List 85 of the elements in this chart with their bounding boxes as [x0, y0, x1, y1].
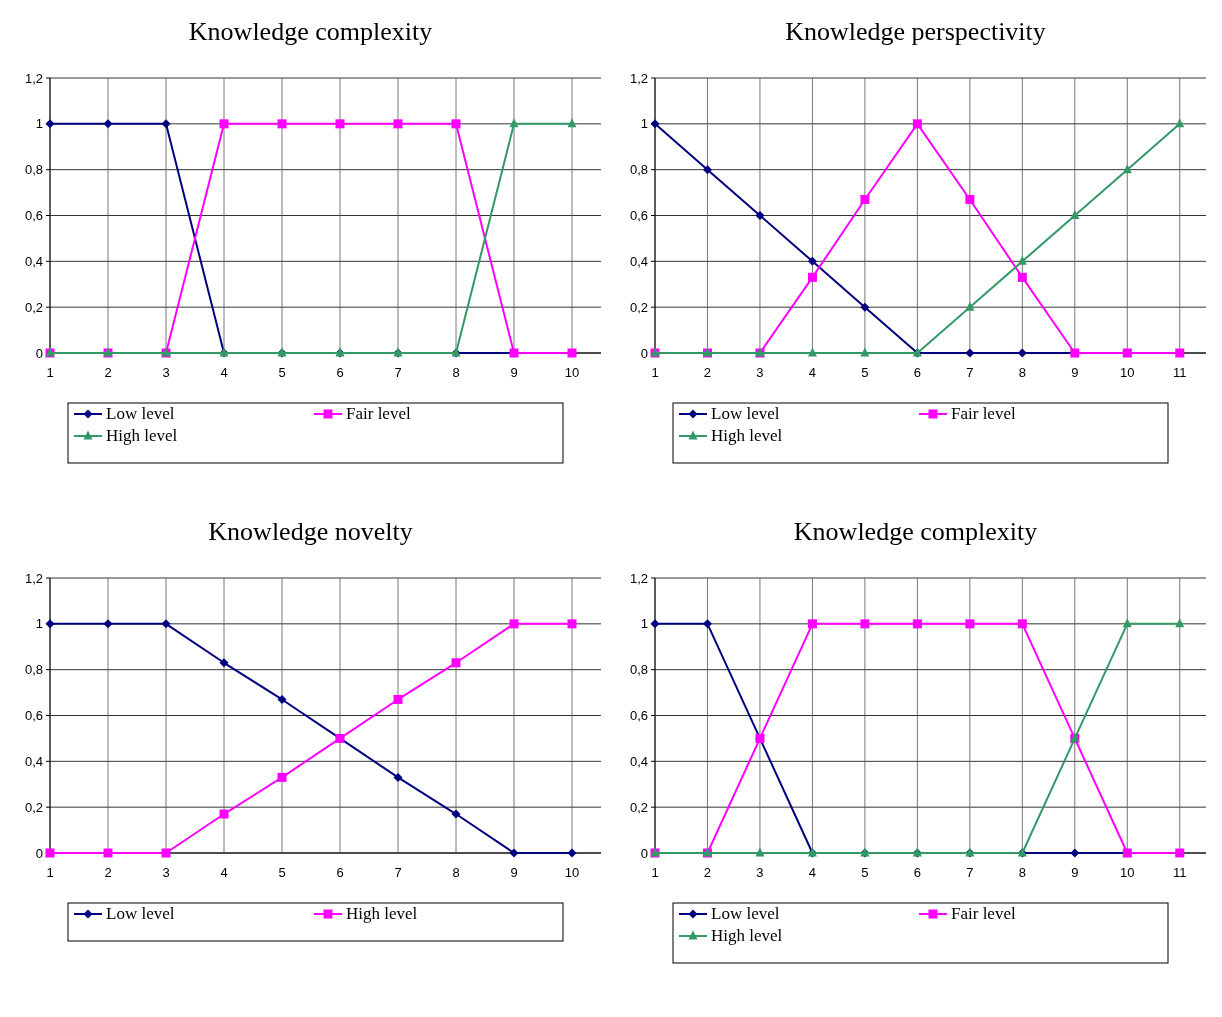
legend-label: High level: [106, 426, 178, 445]
x-tick-label: 1: [46, 365, 54, 380]
y-tick-label: 0: [640, 345, 648, 361]
x-tick-label: 8: [452, 865, 460, 880]
x-tick-label: 7: [394, 865, 402, 880]
y-tick-label: 1,2: [24, 570, 43, 586]
x-tick-label: 11: [1173, 865, 1187, 880]
x-tick-label: 7: [966, 365, 974, 380]
y-tick-label: 0: [640, 845, 648, 861]
y-tick-label: 0,6: [629, 708, 648, 724]
y-tick-label: 0,8: [629, 162, 648, 178]
x-tick-label: 5: [278, 365, 286, 380]
x-tick-label: 2: [703, 365, 712, 380]
x-tick-label: 5: [861, 865, 869, 880]
x-tick-label: 2: [104, 365, 112, 380]
x-tick-label: 6: [336, 365, 344, 380]
x-tick-label: 7: [966, 865, 974, 880]
x-tick-label: 3: [756, 365, 764, 380]
y-tick-label: 0: [35, 845, 43, 861]
x-tick-label: 1: [651, 365, 659, 380]
legend-label: Fair level: [951, 404, 1016, 423]
x-tick-label: 9: [1071, 365, 1079, 380]
chart-title: Knowledge novelty: [208, 517, 413, 546]
x-tick-label: 3: [162, 365, 170, 380]
y-tick-label: 0: [35, 345, 43, 361]
y-tick-label: 0,8: [629, 662, 648, 678]
y-tick-label: 0,4: [629, 253, 648, 269]
y-tick-label: 0,2: [24, 299, 43, 315]
x-tick-label: 6: [913, 365, 921, 380]
x-tick-label: 5: [861, 365, 869, 380]
x-tick-label: 10: [564, 365, 580, 380]
x-tick-label: 2: [703, 865, 712, 880]
legend-label: Low level: [711, 404, 780, 423]
x-tick-label: 9: [510, 365, 518, 380]
y-tick-label: 0,2: [629, 299, 648, 315]
y-tick-label: 1,2: [629, 570, 648, 586]
x-tick-label: 8: [1018, 365, 1026, 380]
x-tick-label: 8: [452, 365, 460, 380]
x-tick-label: 7: [394, 365, 402, 380]
x-tick-label: 10: [1120, 365, 1135, 380]
x-tick-label: 10: [1120, 865, 1135, 880]
legend-label: High level: [711, 926, 783, 945]
x-tick-label: 6: [336, 865, 344, 880]
chart-title: Knowledge complexity: [793, 517, 1038, 546]
y-tick-label: 1,2: [24, 70, 43, 86]
legend-label: High level: [711, 426, 783, 445]
y-tick-label: 0,2: [24, 799, 43, 815]
chart-title: Knowledge complexity: [188, 17, 433, 46]
legend-label: Fair level: [951, 904, 1016, 923]
x-tick-label: 2: [104, 865, 112, 880]
y-tick-label: 0,4: [24, 253, 43, 269]
legend-label: Low level: [711, 904, 780, 923]
y-tick-label: 1: [35, 116, 43, 132]
x-tick-label: 6: [913, 865, 921, 880]
x-tick-label: 4: [220, 865, 228, 880]
x-tick-label: 1: [651, 865, 659, 880]
x-tick-label: 4: [808, 365, 817, 380]
y-tick-label: 0,6: [629, 208, 648, 224]
legend-label: High level: [346, 904, 418, 923]
y-tick-label: 0,6: [24, 708, 43, 724]
x-tick-label: 9: [510, 865, 518, 880]
y-tick-label: 0,4: [24, 753, 43, 769]
x-tick-label: 8: [1018, 865, 1026, 880]
x-tick-label: 9: [1071, 865, 1079, 880]
x-tick-label: 3: [756, 865, 764, 880]
x-tick-label: 3: [162, 865, 170, 880]
legend-label: Fair level: [346, 404, 411, 423]
legend-label: Low level: [106, 904, 175, 923]
y-tick-label: 0,6: [24, 208, 43, 224]
x-tick-label: 4: [220, 365, 228, 380]
x-tick-label: 5: [278, 865, 286, 880]
y-tick-label: 1: [35, 616, 43, 632]
chart-title: Knowledge perspectivity: [785, 17, 1046, 46]
y-tick-label: 0,4: [629, 753, 648, 769]
x-tick-label: 1: [46, 865, 54, 880]
y-tick-label: 0,8: [24, 662, 43, 678]
y-tick-label: 1: [640, 616, 648, 632]
x-tick-label: 10: [564, 865, 580, 880]
y-tick-label: 1: [640, 116, 648, 132]
x-tick-label: 11: [1173, 365, 1187, 380]
x-tick-label: 4: [808, 865, 817, 880]
y-tick-label: 0,2: [629, 799, 648, 815]
legend-label: Low level: [106, 404, 175, 423]
y-tick-label: 1,2: [629, 70, 648, 86]
y-tick-label: 0,8: [24, 162, 43, 178]
